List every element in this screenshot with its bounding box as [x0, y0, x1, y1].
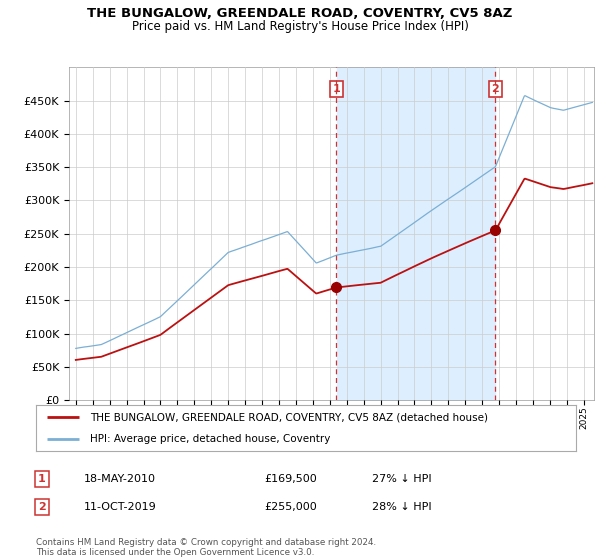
- Text: Contains HM Land Registry data © Crown copyright and database right 2024.
This d: Contains HM Land Registry data © Crown c…: [36, 538, 376, 557]
- Text: THE BUNGALOW, GREENDALE ROAD, COVENTRY, CV5 8AZ: THE BUNGALOW, GREENDALE ROAD, COVENTRY, …: [88, 7, 512, 20]
- Text: 11-OCT-2019: 11-OCT-2019: [84, 502, 157, 512]
- Text: £169,500: £169,500: [264, 474, 317, 484]
- Text: THE BUNGALOW, GREENDALE ROAD, COVENTRY, CV5 8AZ (detached house): THE BUNGALOW, GREENDALE ROAD, COVENTRY, …: [90, 412, 488, 422]
- Text: 1: 1: [332, 84, 340, 94]
- Text: 1: 1: [38, 474, 46, 484]
- Text: 2: 2: [38, 502, 46, 512]
- Text: 2: 2: [491, 84, 499, 94]
- Text: 18-MAY-2010: 18-MAY-2010: [84, 474, 156, 484]
- Text: 28% ↓ HPI: 28% ↓ HPI: [372, 502, 431, 512]
- Text: £255,000: £255,000: [264, 502, 317, 512]
- Text: HPI: Average price, detached house, Coventry: HPI: Average price, detached house, Cove…: [90, 435, 331, 444]
- Text: 27% ↓ HPI: 27% ↓ HPI: [372, 474, 431, 484]
- Text: Price paid vs. HM Land Registry's House Price Index (HPI): Price paid vs. HM Land Registry's House …: [131, 20, 469, 32]
